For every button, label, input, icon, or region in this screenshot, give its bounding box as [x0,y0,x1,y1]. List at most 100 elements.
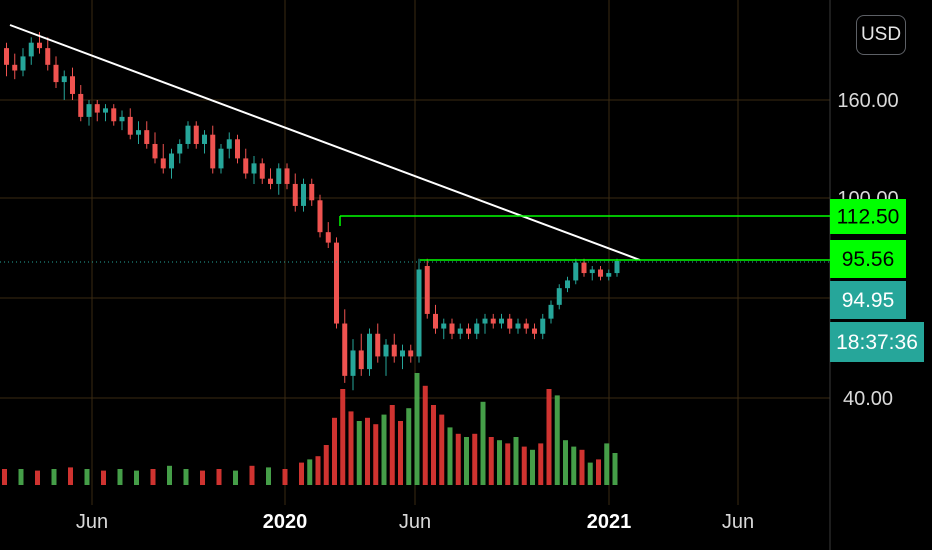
volume-bar [150,469,156,485]
candle-body [94,104,100,113]
volume-bar [414,373,420,485]
volume-bar [323,445,329,485]
volume-bar [521,446,527,485]
candle-body [490,318,496,324]
price-label-box [830,199,906,234]
candle-body [449,323,455,334]
candle-body [301,183,306,206]
candle-body [507,318,513,329]
chart-grid [0,0,831,550]
volume-bar [422,385,428,485]
candle-body [210,134,216,169]
candle-body [218,148,224,169]
volume-bar [101,470,106,485]
x-tick-label: Jun [399,511,431,533]
candle-body [317,200,323,233]
volume-bar [167,465,172,485]
candle-body [334,242,339,324]
candle-body [474,323,480,334]
candle-body [268,178,273,184]
candle-body [350,350,356,376]
volume-bar [356,421,362,485]
candle-body [400,350,405,357]
volume-bar [365,417,370,485]
candle-body [185,125,191,144]
candle-body [276,168,282,184]
volume-bars [2,373,618,485]
price-label-level: 95.56 [842,248,895,271]
volume-bar [488,437,494,485]
candle-body [556,288,562,305]
volume-bar [596,459,601,485]
candle-body [466,328,471,334]
candle-body [284,168,290,184]
volume-bar [546,389,552,485]
volume-bar [497,440,502,485]
candle-body [589,269,595,274]
candle-body [243,158,249,174]
candle-body [61,76,67,83]
volume-bar [183,469,189,485]
volume-bar [513,437,519,485]
candlesticks [4,32,620,391]
candle-body [136,130,141,135]
y-tick-label: 40.00 [843,388,893,410]
volume-bar [348,411,354,485]
candle-body [606,273,612,277]
volume-bar [381,414,387,485]
candle-body [78,93,84,117]
volume-bar [84,469,90,485]
volume-bar [299,462,304,485]
volume-bar [612,453,618,485]
candle-body [86,104,92,117]
volume-bar [406,408,412,485]
volume-bar [455,433,461,485]
candle-body [37,42,42,49]
candle-body [309,183,315,201]
volume-bar [439,414,445,485]
price-label-box [830,322,924,362]
volume-bar [68,467,73,485]
price-labels: 112.50 95.56 94.95 18:37:36 [830,199,924,362]
volume-bar [505,443,511,485]
candle-body [70,76,75,94]
candle-body [614,261,620,274]
volume-bar [389,405,395,485]
candle-body [391,344,397,357]
volume-bar [587,462,593,485]
candle-body [103,108,108,113]
price-label-last-price: 94.95 [842,289,895,312]
candle-body [342,323,348,376]
candle-body [482,318,488,324]
currency-button[interactable]: USD [856,15,906,55]
drawings[interactable] [0,24,830,263]
volume-bar [340,389,346,485]
candle-body [202,134,207,144]
candle-body [144,130,150,144]
candle-body [127,116,133,135]
volume-bar [216,469,222,485]
candle-body [367,333,372,370]
volume-bar [571,446,577,485]
candle-body [581,262,587,274]
volume-bar [2,469,7,485]
candle-body [441,323,447,329]
candle-body [457,328,463,334]
price-label-box [830,281,906,319]
volume-bar [332,417,337,485]
candle-body [193,125,199,144]
candle-body [325,232,331,243]
candle-body [111,108,117,122]
x-tick-label: Jun [722,511,754,533]
candle-body [358,350,364,370]
volume-bar [563,440,568,485]
volume-bar [373,424,379,485]
x-tick-label: 2020 [263,511,308,533]
candle-body [160,158,166,169]
volume-bar [530,449,535,485]
candle-body [235,139,240,159]
volume-bar [464,437,469,485]
volume-bar [233,470,238,485]
